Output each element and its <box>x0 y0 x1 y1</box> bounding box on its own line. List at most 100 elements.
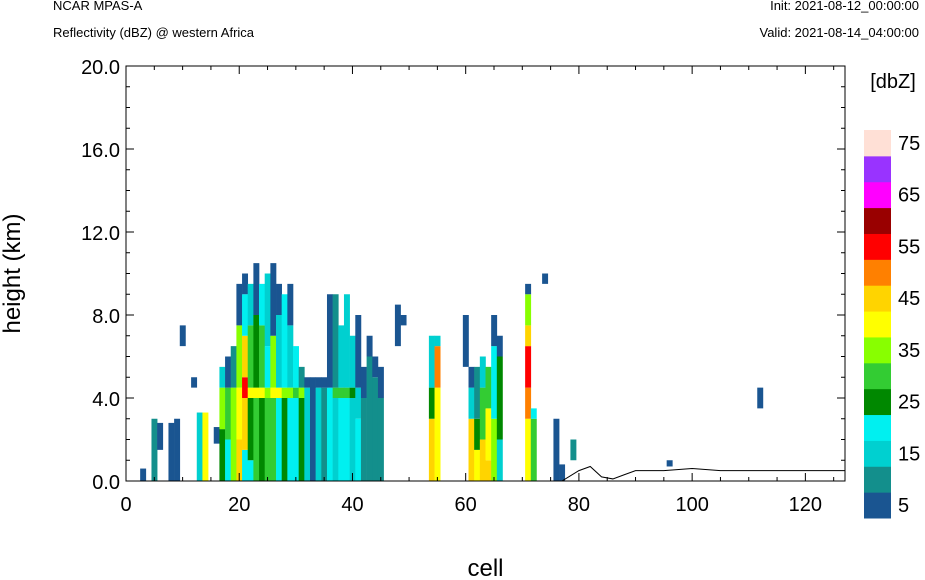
colorbar-label: 75 <box>898 133 920 155</box>
reflectivity-cell <box>666 460 673 467</box>
x-tick-label: 120 <box>789 494 822 516</box>
reflectivity-cell <box>530 408 537 419</box>
reflectivity-cell <box>202 412 209 481</box>
x-tick-label: 80 <box>568 494 590 516</box>
reflectivity-cell <box>309 377 316 481</box>
reflectivity-cell <box>270 387 277 398</box>
reflectivity-cell <box>270 398 277 481</box>
reflectivity-cell <box>151 418 158 481</box>
reflectivity-cell <box>270 335 277 388</box>
reflectivity-cell <box>293 387 299 398</box>
y-tick-label: 4.0 <box>92 389 120 411</box>
reflectivity-cell <box>485 460 492 481</box>
reflectivity-cell <box>434 335 441 347</box>
reflectivity-cell <box>225 439 232 481</box>
reflectivity-cell <box>525 283 532 295</box>
reflectivity-cell <box>468 418 475 481</box>
reflectivity-cell <box>191 377 198 388</box>
reflectivity-cell <box>349 398 356 481</box>
reflectivity-cell <box>253 263 260 315</box>
reflectivity-cell <box>479 387 486 440</box>
reflectivity-cell <box>332 387 339 398</box>
reflectivity-cell <box>343 294 350 388</box>
reflectivity-cell <box>298 398 305 481</box>
colorbar-swatch <box>864 466 891 493</box>
reflectivity-cell <box>259 387 266 398</box>
colorbar-swatch <box>864 207 891 234</box>
reflectivity-cell <box>247 325 254 388</box>
reflectivity-cell <box>196 412 203 481</box>
x-axis-label: cell <box>467 555 503 580</box>
reflectivity-cell <box>219 366 226 388</box>
reflectivity-cell <box>242 398 249 450</box>
x-tick-label: 40 <box>341 494 363 516</box>
y-tick-label: 20.0 <box>81 57 120 79</box>
reflectivity-cell <box>253 398 260 481</box>
colorbar-swatch <box>864 388 891 416</box>
colorbar-swatch <box>864 233 891 260</box>
reflectivity-cell <box>491 418 498 481</box>
reflectivity-cell <box>525 387 532 419</box>
reflectivity-cell <box>264 387 271 398</box>
reflectivity-cell <box>287 398 294 481</box>
init-time-label: Init: 2021-08-12_00:00:00 <box>770 0 919 13</box>
reflectivity-cell <box>525 294 532 326</box>
reflectivity-cell <box>428 387 435 419</box>
reflectivity-cell <box>559 464 566 481</box>
reflectivity-cell <box>247 398 254 461</box>
y-axis-label: height (km) <box>0 213 26 333</box>
colorbar-swatch <box>864 130 891 157</box>
axes: 0 20 40 60 80 100 120 0.0 4.0 8.0 12.0 16.0 20.0 <box>81 57 845 516</box>
reflectivity-cell <box>247 283 254 326</box>
reflectivity-cell <box>496 356 503 440</box>
reflectivity-cell <box>304 387 311 481</box>
reflectivity-cell <box>253 315 260 388</box>
reflectivity-cell <box>253 387 260 398</box>
colorbar-swatch <box>864 155 891 183</box>
reflectivity-cell <box>479 439 486 481</box>
colorbar-swatch <box>864 362 891 390</box>
reflectivity-cell <box>355 418 362 481</box>
reflectivity-cell <box>332 294 339 388</box>
reflectivity-cell <box>264 273 271 347</box>
reflectivity-cell <box>179 325 186 347</box>
reflectivity-cell <box>281 398 288 481</box>
reflectivity-cell <box>355 387 362 419</box>
valid-time-label: Valid: 2021-08-14_04:00:00 <box>759 25 920 40</box>
reflectivity-cell <box>570 439 577 461</box>
reflectivity-cell <box>225 356 232 388</box>
reflectivity-cell <box>168 422 175 481</box>
reflectivity-cell <box>479 356 486 388</box>
x-tick-label: 60 <box>455 494 477 516</box>
y-tick-label: 16.0 <box>81 140 120 162</box>
reflectivity-cell <box>326 294 333 388</box>
reflectivity-cell <box>434 346 441 388</box>
reflectivity-cell <box>259 325 266 388</box>
reflectivity-cell <box>474 366 481 419</box>
reflectivity-cell <box>372 356 379 378</box>
colorbar-label: 5 <box>898 495 909 517</box>
reflectivity-cell <box>259 398 266 481</box>
reflectivity-cell <box>287 325 294 388</box>
reflectivity-cell <box>338 398 345 481</box>
reflectivity-cell <box>321 387 328 481</box>
colorbar-swatch <box>864 492 891 519</box>
reflectivity-cell <box>287 283 294 326</box>
colorbar-swatch <box>864 336 891 364</box>
colorbar-label: 45 <box>898 288 920 310</box>
reflectivity-cell <box>276 387 282 398</box>
reflectivity-cell <box>485 366 492 409</box>
y-tick-label: 12.0 <box>81 223 120 245</box>
reflectivity-cell <box>242 335 249 378</box>
colorbar-label: 25 <box>898 392 920 414</box>
reflectivity-cell <box>276 315 282 388</box>
reflectivity-cell <box>355 315 362 388</box>
colorbar-swatch <box>864 259 891 286</box>
reflectivity-cell <box>491 315 498 347</box>
reflectivity-cell <box>377 398 384 481</box>
colorbar-swatch <box>864 440 891 467</box>
reflectivity-cell <box>338 387 345 398</box>
reflectivity-cell <box>287 387 294 398</box>
reflectivity-cell <box>394 304 401 347</box>
reflectivity-cell <box>343 387 350 398</box>
